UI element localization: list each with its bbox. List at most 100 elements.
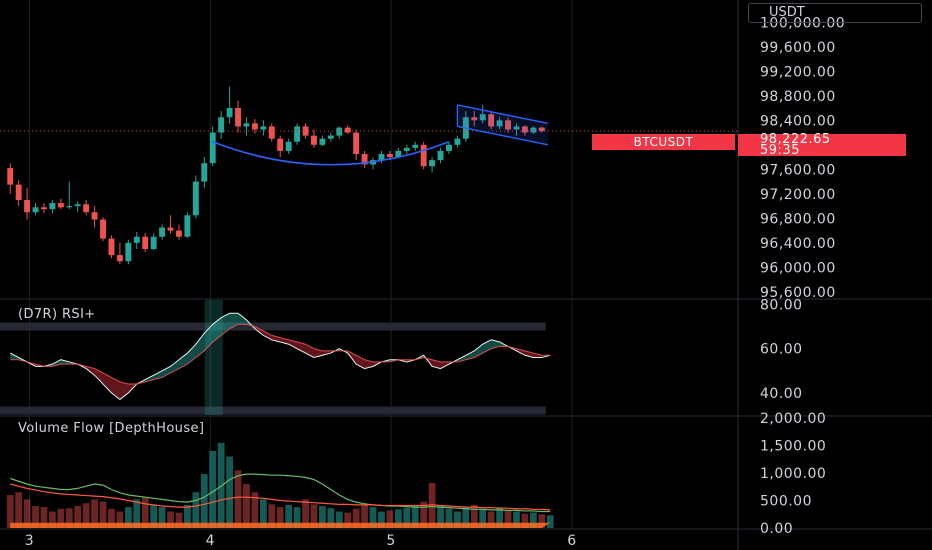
candle-body — [285, 141, 292, 151]
rsi-fill-segment — [119, 381, 129, 400]
volume-bar — [529, 512, 537, 528]
candle-body — [167, 227, 174, 231]
candle-body — [319, 138, 326, 145]
volume-tick-label: 500.00 — [760, 494, 812, 510]
volume-bar — [369, 507, 377, 528]
rsi-highlight-column — [204, 300, 223, 415]
volume-bar — [200, 474, 208, 528]
rsi-oversold-band — [0, 406, 546, 415]
candle-body — [353, 132, 360, 154]
volume-bar — [378, 511, 385, 528]
volume-bar — [133, 499, 141, 528]
volume-bar — [74, 506, 82, 528]
volume-bar — [361, 504, 368, 528]
rsi-fill-segment — [465, 350, 475, 360]
volume-bar — [420, 501, 428, 528]
volume-bar — [437, 506, 444, 528]
rsi-fill-segment — [297, 342, 306, 354]
candle-body — [496, 120, 503, 127]
candle-body — [488, 114, 495, 127]
candle-body — [429, 160, 436, 167]
candle-body — [15, 184, 22, 200]
rsi-signal-line — [10, 323, 551, 385]
candle-body — [251, 123, 258, 130]
candle-body — [150, 236, 157, 249]
volume-flow-green-line — [10, 473, 551, 513]
price-pane[interactable] — [0, 86, 738, 265]
price-tick-label: 96,800.00 — [760, 211, 836, 227]
candle-body — [395, 150, 402, 158]
volume-bar — [487, 511, 495, 528]
rsi-fill-segment — [288, 339, 298, 349]
candle-body — [521, 126, 528, 133]
rsi-fill-segment — [162, 366, 171, 378]
rsi-overbought-band — [0, 322, 546, 331]
candle-body — [403, 147, 410, 151]
volume-bar — [411, 504, 419, 528]
candle-body — [226, 108, 233, 118]
candle-body — [361, 154, 368, 165]
rsi-fill-segment — [432, 359, 441, 369]
flag-channel-fill — [457, 104, 548, 145]
rsi-tick-label: 80.00 — [760, 297, 803, 313]
rsi-title: (D7R) RSI+ — [18, 307, 96, 322]
pattern-drawings — [212, 104, 548, 166]
rsi-fill-segment — [313, 348, 323, 358]
candle-body — [184, 215, 191, 237]
candle-body — [201, 163, 208, 182]
volume-bar — [243, 484, 250, 528]
volume-bar — [504, 509, 512, 528]
volume-bar — [32, 506, 39, 528]
candle-body — [218, 117, 225, 133]
candle-body — [471, 117, 478, 121]
volume-bar — [462, 507, 470, 528]
volume-bar — [158, 507, 166, 528]
rsi-fill-segment — [263, 330, 272, 340]
cup-pattern-arc — [212, 140, 450, 166]
volume-bar — [108, 508, 115, 528]
volume-bar — [91, 499, 98, 528]
candle-body — [57, 203, 64, 208]
volume-bar — [470, 504, 478, 528]
price-tick-label: 98,400.00 — [760, 113, 836, 129]
candle-body — [83, 204, 90, 213]
price-tick-label: 97,200.00 — [760, 187, 836, 203]
volume-bar — [141, 497, 149, 528]
time-tick-label: 3 — [25, 533, 34, 549]
volume-tick-label: 1,500.00 — [760, 439, 826, 455]
rsi-fill-segment — [364, 359, 374, 369]
candle-body — [479, 114, 486, 121]
candle-body — [311, 135, 317, 145]
rsi-pane[interactable] — [0, 300, 551, 415]
volume-bar — [496, 507, 503, 528]
time-tick-label: 6 — [567, 533, 576, 549]
candle-body — [538, 127, 545, 132]
candle-body — [192, 181, 199, 216]
volume-bar — [192, 492, 200, 528]
volume-bar — [344, 512, 352, 528]
rsi-fill-segment — [238, 313, 247, 325]
rsi-tick-label: 60.00 — [760, 342, 803, 358]
symbol-label: BTCUSDT — [592, 134, 735, 150]
volume-title: Volume Flow [DepthHouse] — [18, 421, 204, 436]
candle-body — [116, 255, 123, 262]
volume-bar — [521, 513, 529, 528]
volume-bar — [209, 451, 217, 528]
candle-body — [125, 242, 132, 262]
bar-countdown: 59:35 — [760, 143, 800, 158]
candle-body — [294, 126, 301, 142]
candle-body — [7, 168, 14, 185]
volume-pane[interactable] — [6, 442, 554, 528]
currency-selector[interactable]: USDT — [748, 3, 922, 23]
candle-body — [420, 144, 427, 167]
volume-bar — [40, 507, 48, 528]
volume-tick-label: 1,000.00 — [760, 466, 826, 482]
candle-body — [302, 126, 309, 136]
volume-bar — [57, 508, 65, 528]
candle-body — [437, 150, 444, 161]
volume-bar — [99, 501, 107, 528]
price-tick-label: 99,600.00 — [760, 40, 836, 56]
volume-bar — [386, 510, 394, 528]
